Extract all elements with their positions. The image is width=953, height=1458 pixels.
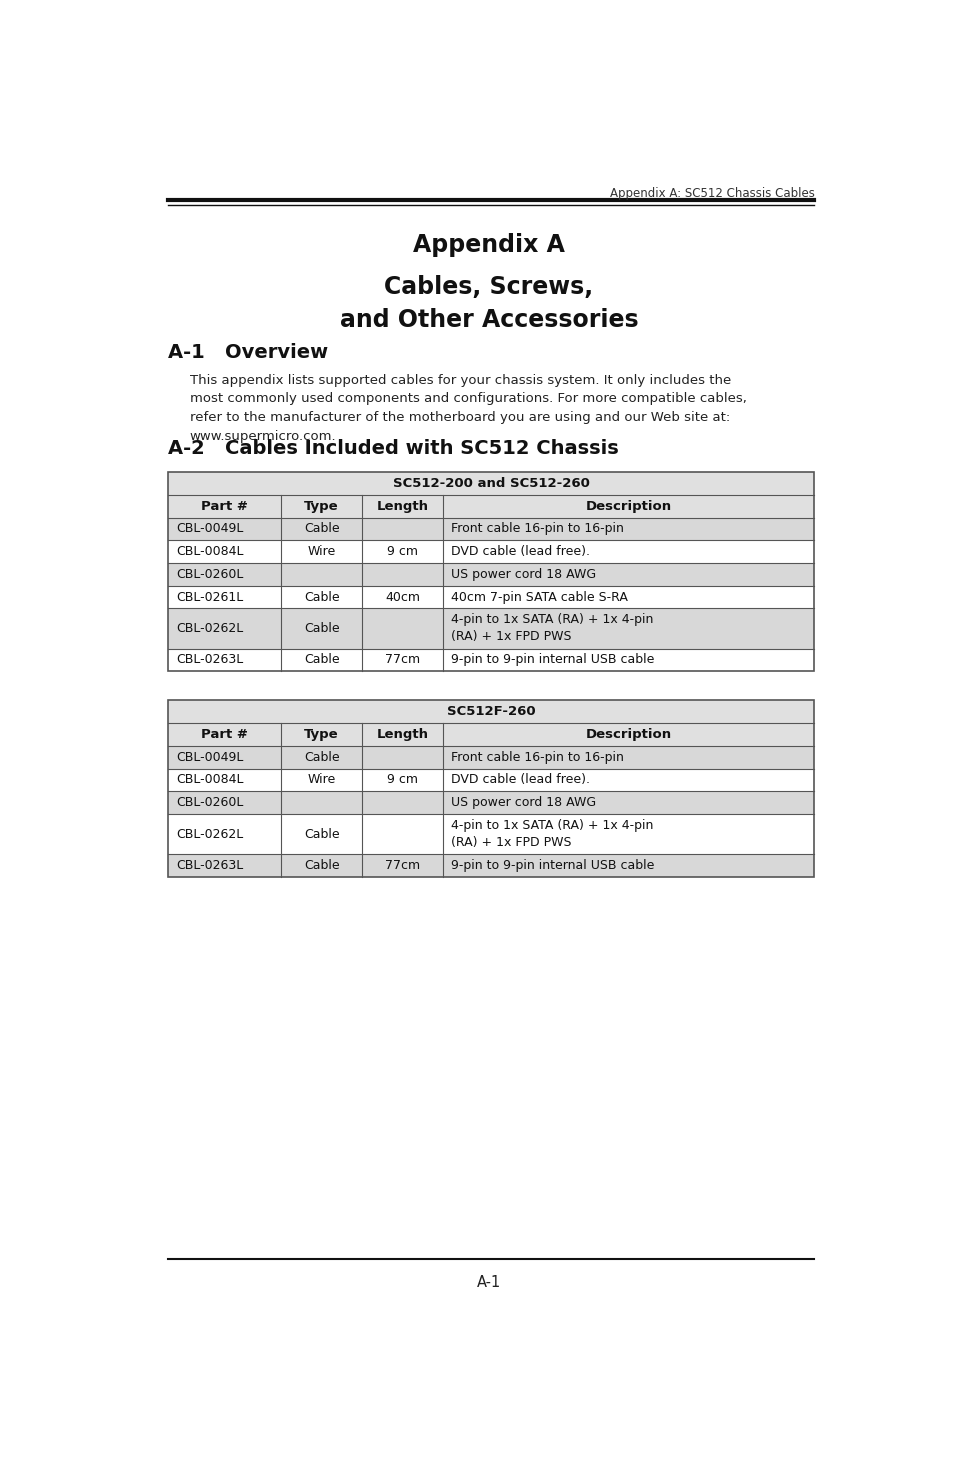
Text: Front cable 16-pin to 16-pin: Front cable 16-pin to 16-pin xyxy=(450,522,622,535)
Bar xyxy=(168,586,814,608)
Text: Wire: Wire xyxy=(307,774,335,786)
Text: 4-pin to 1x SATA (RA) + 1x 4-pin
(RA) + 1x FPD PWS: 4-pin to 1x SATA (RA) + 1x 4-pin (RA) + … xyxy=(450,819,652,849)
Bar xyxy=(168,494,814,518)
Text: Length: Length xyxy=(376,500,428,513)
Text: Description: Description xyxy=(585,728,671,741)
Text: CBL-0084L: CBL-0084L xyxy=(175,774,243,786)
Text: Cable: Cable xyxy=(303,751,339,764)
Text: Cable: Cable xyxy=(303,828,339,841)
Bar xyxy=(168,854,814,876)
Text: 9 cm: 9 cm xyxy=(387,545,417,558)
Text: A-1   Overview: A-1 Overview xyxy=(168,343,328,362)
Text: Wire: Wire xyxy=(307,545,335,558)
Text: 9-pin to 9-pin internal USB cable: 9-pin to 9-pin internal USB cable xyxy=(450,653,653,666)
Text: A-2   Cables Included with SC512 Chassis: A-2 Cables Included with SC512 Chassis xyxy=(168,439,618,458)
Text: 77cm: 77cm xyxy=(384,859,419,872)
Text: CBL-0049L: CBL-0049L xyxy=(175,751,243,764)
Text: most commonly used components and configurations. For more compatible cables,: most commonly used components and config… xyxy=(190,392,746,405)
Text: A-1: A-1 xyxy=(476,1274,500,1289)
Bar xyxy=(168,649,814,671)
Bar xyxy=(168,541,814,563)
Text: Type: Type xyxy=(304,728,338,741)
Text: CBL-0261L: CBL-0261L xyxy=(175,590,243,604)
Text: CBL-0263L: CBL-0263L xyxy=(175,859,243,872)
Text: Cables, Screws,
and Other Accessories: Cables, Screws, and Other Accessories xyxy=(339,276,638,331)
Bar xyxy=(168,792,814,814)
Text: US power cord 18 AWG: US power cord 18 AWG xyxy=(450,569,595,580)
Bar xyxy=(168,472,814,494)
Bar xyxy=(168,608,814,649)
Text: Description: Description xyxy=(585,500,671,513)
Text: 40cm 7-pin SATA cable S-RA: 40cm 7-pin SATA cable S-RA xyxy=(450,590,627,604)
Text: Cable: Cable xyxy=(303,653,339,666)
Text: DVD cable (lead free).: DVD cable (lead free). xyxy=(450,545,589,558)
Text: refer to the manufacturer of the motherboard you are using and our Web site at:: refer to the manufacturer of the motherb… xyxy=(190,411,729,424)
Text: CBL-0260L: CBL-0260L xyxy=(175,796,243,809)
Text: 40cm: 40cm xyxy=(384,590,419,604)
Text: Cable: Cable xyxy=(303,859,339,872)
Text: CBL-0084L: CBL-0084L xyxy=(175,545,243,558)
Text: Cable: Cable xyxy=(303,522,339,535)
Bar xyxy=(168,768,814,792)
Text: CBL-0263L: CBL-0263L xyxy=(175,653,243,666)
Text: 9-pin to 9-pin internal USB cable: 9-pin to 9-pin internal USB cable xyxy=(450,859,653,872)
Text: Appendix A: SC512 Chassis Cables: Appendix A: SC512 Chassis Cables xyxy=(609,187,814,200)
Text: Front cable 16-pin to 16-pin: Front cable 16-pin to 16-pin xyxy=(450,751,622,764)
Text: Cable: Cable xyxy=(303,590,339,604)
Text: This appendix lists supported cables for your chassis system. It only includes t: This appendix lists supported cables for… xyxy=(190,373,730,386)
Bar xyxy=(168,700,814,876)
Bar xyxy=(168,814,814,854)
Bar xyxy=(168,700,814,723)
Text: CBL-0049L: CBL-0049L xyxy=(175,522,243,535)
Bar xyxy=(168,563,814,586)
Text: Part #: Part # xyxy=(201,500,248,513)
Text: CBL-0262L: CBL-0262L xyxy=(175,828,243,841)
Text: 77cm: 77cm xyxy=(384,653,419,666)
Text: 9 cm: 9 cm xyxy=(387,774,417,786)
Bar xyxy=(168,518,814,541)
Text: SC512F-260: SC512F-260 xyxy=(446,706,535,719)
Text: US power cord 18 AWG: US power cord 18 AWG xyxy=(450,796,595,809)
Text: DVD cable (lead free).: DVD cable (lead free). xyxy=(450,774,589,786)
Bar xyxy=(168,746,814,768)
Text: Length: Length xyxy=(376,728,428,741)
Bar xyxy=(168,723,814,746)
Text: Type: Type xyxy=(304,500,338,513)
Text: SC512-200 and SC512-260: SC512-200 and SC512-260 xyxy=(393,477,589,490)
Text: Cable: Cable xyxy=(303,623,339,636)
Text: CBL-0260L: CBL-0260L xyxy=(175,569,243,580)
Text: Part #: Part # xyxy=(201,728,248,741)
Text: Appendix A: Appendix A xyxy=(413,233,564,258)
Bar xyxy=(168,472,814,671)
Text: www.supermicro.com.: www.supermicro.com. xyxy=(190,430,336,443)
Text: 4-pin to 1x SATA (RA) + 1x 4-pin
(RA) + 1x FPD PWS: 4-pin to 1x SATA (RA) + 1x 4-pin (RA) + … xyxy=(450,614,652,643)
Text: CBL-0262L: CBL-0262L xyxy=(175,623,243,636)
